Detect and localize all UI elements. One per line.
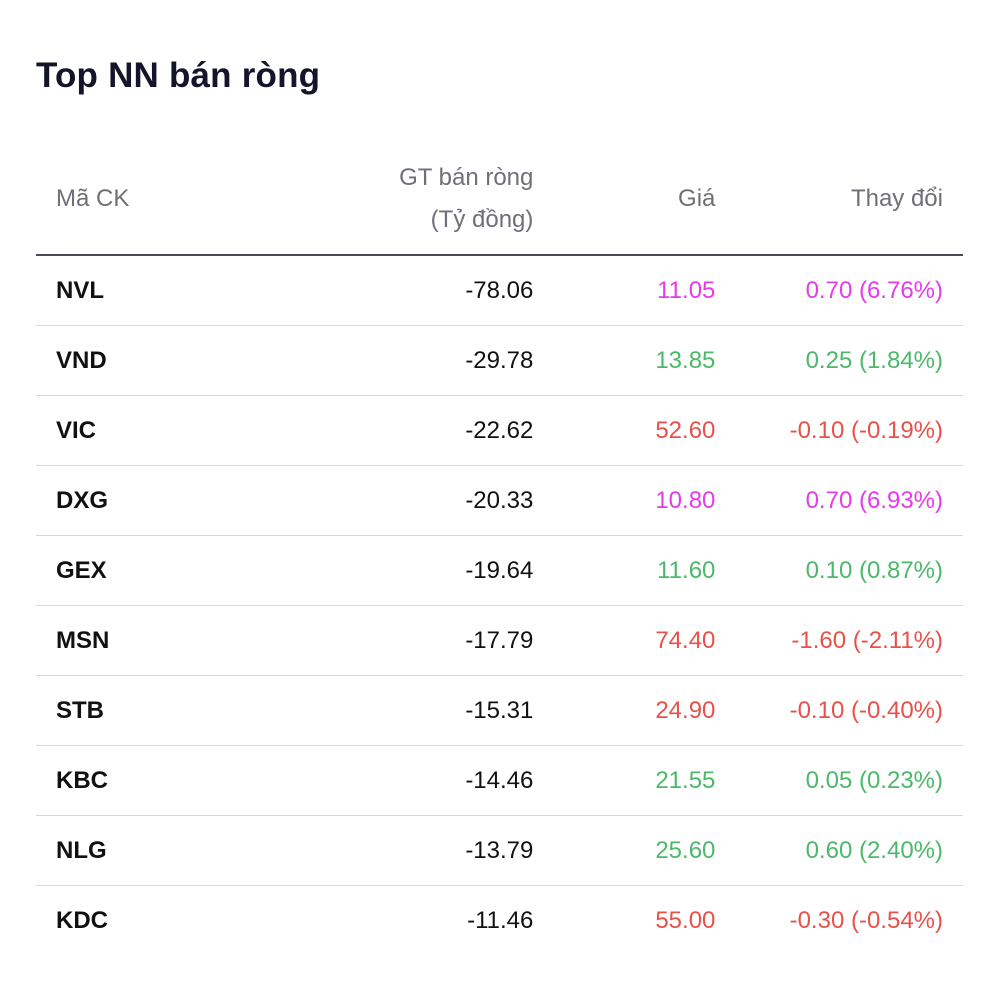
column-header-price[interactable]: Giá [533, 144, 716, 256]
price-cell: 55.00 [655, 906, 716, 934]
ticker-cell[interactable]: GEX [36, 535, 262, 606]
table-row[interactable]: VIC -22.62 52.60 -0.10 (-0.19%) [36, 395, 963, 466]
table-row[interactable]: GEX -19.64 11.60 0.10 (0.87%) [36, 535, 963, 606]
table-row[interactable]: DXG -20.33 10.80 0.70 (6.93%) [36, 465, 963, 536]
change-cell: 0.10 (0.87%) [715, 535, 963, 606]
change-cell: 0.05 (0.23%) [715, 745, 963, 816]
price-cell: 13.85 [533, 325, 716, 396]
column-header-net-sell[interactable]: GT bán ròng (Tỷ đồng) [261, 144, 534, 256]
change-cell: -0.30 (-0.54%) [789, 906, 943, 934]
change-cell: 0.70 (6.93%) [715, 465, 963, 536]
change-cell: -1.60 (-2.11%) [715, 605, 963, 676]
ticker-cell[interactable]: STB [36, 675, 262, 746]
ticker-cell[interactable]: KBC [36, 745, 262, 816]
price-cell: 11.05 [533, 255, 716, 326]
table-header-row: Mã CK GT bán ròng (Tỷ đồng) Giá Thay đổi [36, 144, 963, 256]
ticker-cell[interactable]: MSN [36, 605, 262, 676]
price-cell: 10.80 [533, 465, 716, 536]
ticker-cell[interactable]: VIC [36, 395, 262, 466]
panel-title: Top NN bán ròng [36, 56, 321, 95]
ticker-cell[interactable]: VND [36, 325, 262, 396]
table-row[interactable]: VND -29.78 13.85 0.25 (1.84%) [36, 325, 963, 396]
net-sell-cell: -22.62 [261, 395, 534, 466]
net-sell-cell: -19.64 [261, 535, 534, 606]
change-cell: 0.70 (6.76%) [715, 255, 963, 326]
column-header-ticker[interactable]: Mã CK [36, 144, 262, 256]
price-cell: 21.55 [533, 745, 716, 816]
net-sell-cell: -29.78 [261, 325, 534, 396]
table-row[interactable]: KBC -14.46 21.55 0.05 (0.23%) [36, 745, 963, 816]
price-cell: 74.40 [533, 605, 716, 676]
net-sell-cell: -14.46 [261, 745, 534, 816]
price-cell: 52.60 [533, 395, 716, 466]
ticker-cell[interactable]: DXG [36, 465, 262, 536]
net-sell-cell: -15.31 [261, 675, 534, 746]
ticker-cell[interactable]: NVL [36, 255, 262, 326]
ticker-cell[interactable]: NLG [36, 815, 262, 886]
change-cell: -0.10 (-0.40%) [715, 675, 963, 746]
net-sell-cell: -11.46 [467, 906, 534, 934]
net-sell-table: Mã CK GT bán ròng (Tỷ đồng) Giá Thay đổi… [36, 144, 963, 955]
table-row[interactable]: STB -15.31 24.90 -0.10 (-0.40%) [36, 675, 963, 746]
net-sell-cell: -78.06 [261, 255, 534, 326]
change-cell: 0.25 (1.84%) [715, 325, 963, 396]
net-sell-cell: -17.79 [261, 605, 534, 676]
price-cell: 25.60 [533, 815, 716, 886]
column-header-net-sell-line2: (Tỷ đồng) [430, 206, 534, 233]
net-sell-cell: -13.79 [261, 815, 534, 886]
table-row[interactable]: KDC -11.46 55.00 -0.30 (-0.54%) [36, 886, 963, 956]
column-header-net-sell-line1: GT bán ròng [399, 164, 534, 191]
column-header-change[interactable]: Thay đổi [715, 144, 963, 256]
change-cell: 0.60 (2.40%) [715, 815, 963, 886]
table-row[interactable]: NLG -13.79 25.60 0.60 (2.40%) [36, 815, 963, 886]
table-row[interactable]: MSN -17.79 74.40 -1.60 (-2.11%) [36, 605, 963, 676]
table-row[interactable]: NVL -78.06 11.05 0.70 (6.76%) [36, 255, 963, 326]
change-cell: -0.10 (-0.19%) [715, 395, 963, 466]
table-header: Mã CK GT bán ròng (Tỷ đồng) Giá Thay đổi [36, 144, 963, 256]
table-body: NVL -78.06 11.05 0.70 (6.76%) VND -29.78… [36, 255, 963, 955]
price-cell: 24.90 [533, 675, 716, 746]
price-cell: 11.60 [533, 535, 716, 606]
ticker-cell[interactable]: KDC [56, 906, 108, 934]
net-sell-cell: -20.33 [261, 465, 534, 536]
